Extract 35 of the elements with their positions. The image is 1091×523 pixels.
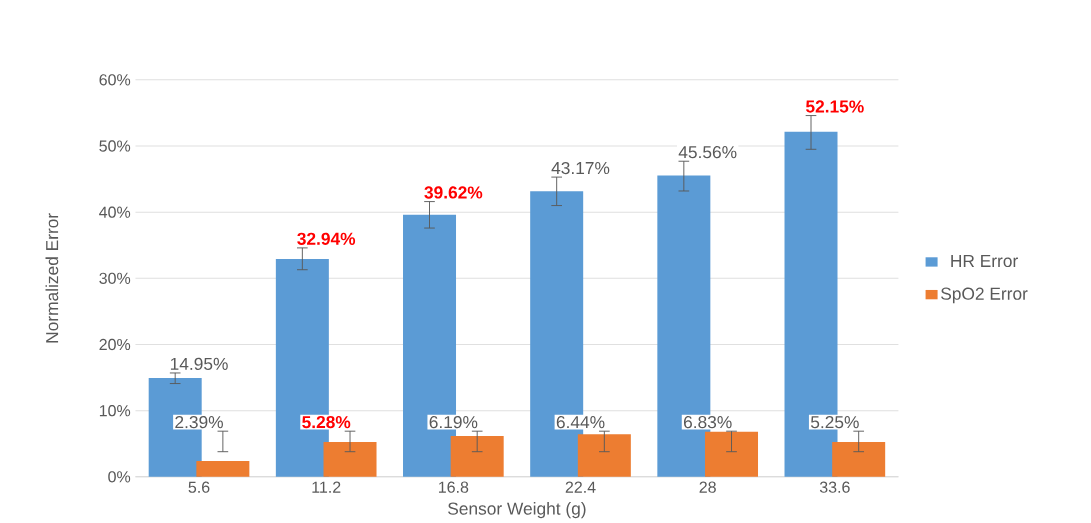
x-tick-label: 5.6 [188,481,210,493]
data-label: 52.15% [805,100,864,113]
data-label: 32.94% [297,232,356,245]
legend-label: SpO2 Error [941,287,1028,304]
data-label: 6.83% [683,415,732,429]
bar [323,441,377,477]
x-tick-label: 16.8 [438,481,469,493]
data-label: 14.95% [170,357,228,371]
y-tick-label: 60% [99,74,131,86]
x-axis-title: Sensor Weight (g) [448,502,586,519]
x-tick-label: 28 [699,481,716,493]
x-tick-label: 11.2 [312,481,341,493]
bar [832,442,886,477]
bar [705,431,759,477]
bar [577,434,631,477]
y-tick-label: 0% [108,471,131,483]
x-tick-label: 22.4 [565,481,596,493]
data-label: 39.62% [424,186,483,199]
data-label: 43.17% [551,161,610,175]
y-tick-label: 20% [99,338,131,351]
data-label: 5.25% [810,415,859,429]
y-tick-label: 10% [99,405,131,417]
data-label: 2.39% [175,415,223,429]
x-tick-label: 33.6 [819,481,850,493]
data-label: 45.56% [678,146,737,159]
y-tick-label: 50% [99,140,131,152]
data-label: 5.28% [302,415,351,429]
bar [450,435,504,477]
y-axis-title: Normalized Error [45,213,59,343]
data-label: 6.19% [429,415,478,429]
y-tick-label: 40% [99,206,131,218]
legend-label: HR Error [951,254,1018,268]
bar [196,461,250,477]
y-tick-label: 30% [99,272,131,284]
data-label: 6.44% [556,415,605,429]
